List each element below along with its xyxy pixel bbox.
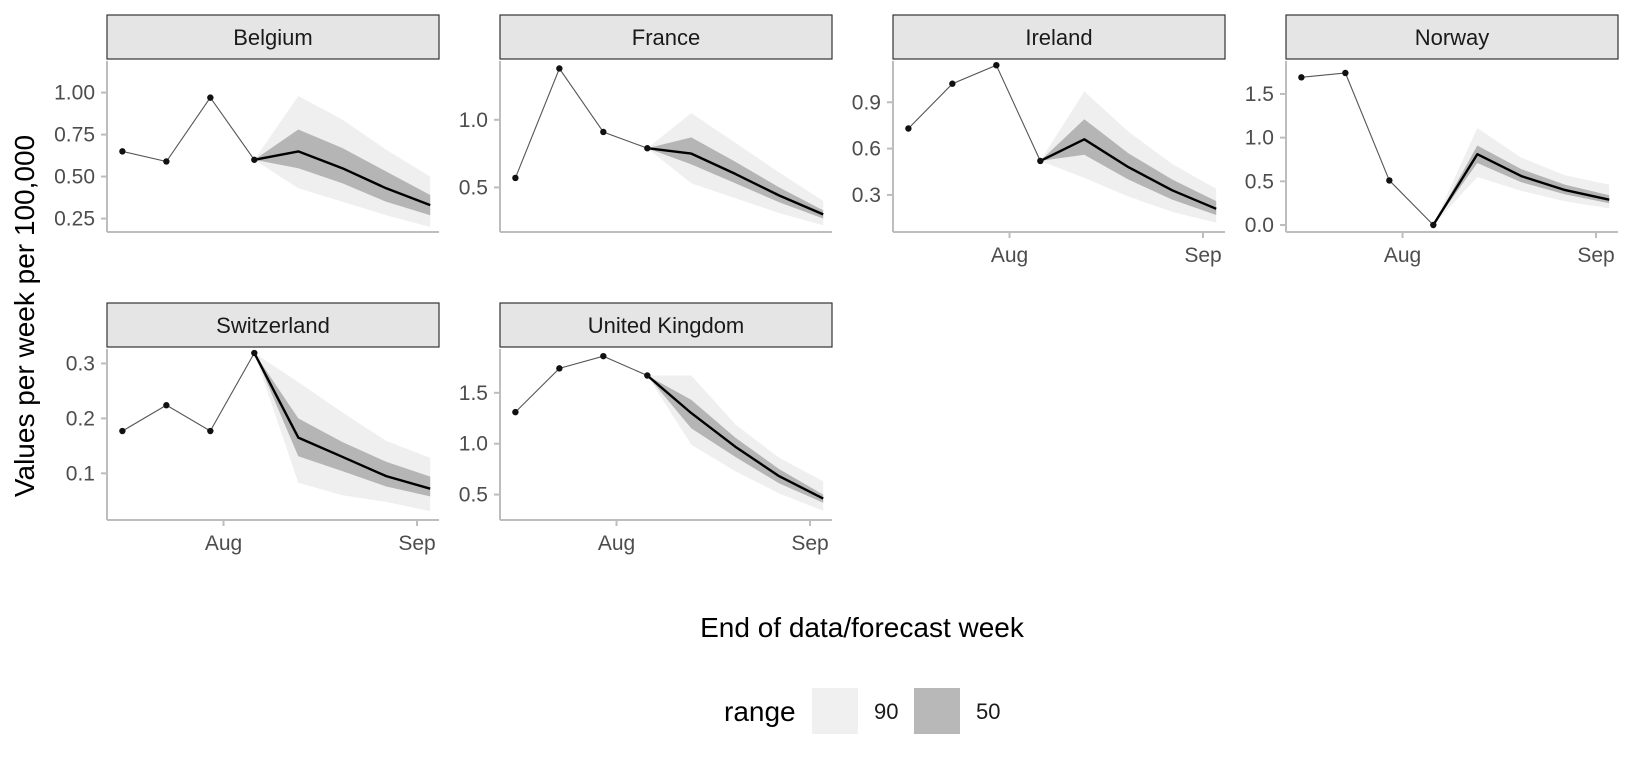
y-tick-label-united-kingdom: 0.5 (459, 484, 488, 507)
forecast-median-line-france (647, 147, 824, 216)
observed-point-ireland (993, 61, 1000, 69)
observed-point-belgium (163, 158, 170, 165)
observed-line-switzerland (122, 352, 255, 432)
observed-point-france (556, 65, 563, 72)
y-tick-label-norway: 0.5 (1245, 170, 1274, 193)
observed-line-ireland (908, 64, 1041, 162)
observed-line-france (514, 67, 648, 179)
y-tick-label-norway: 1.5 (1245, 83, 1274, 106)
forecast-median-line-united-kingdom (646, 374, 824, 500)
y-axis-title: Values per week per 100,000 (9, 135, 40, 497)
facet-panel-ireland: Ireland 0.3 0.6 0.9 Aug Sep (852, 14, 1226, 267)
y-tick-label-belgium: 0.25 (54, 208, 95, 231)
facet-panel-norway: Norway 0.0 0.5 1.0 1.5 Aug Sep (1245, 14, 1619, 267)
y-tick-label-switzerland: 0.2 (66, 407, 95, 430)
legend-label-90: 90 (874, 699, 898, 724)
observed-line-united-kingdom (515, 355, 648, 413)
facet-panel-united-kingdom: United Kingdom 0.5 1.0 1.5 Aug Sep (459, 302, 833, 555)
y-tick-label-united-kingdom: 1.5 (459, 382, 488, 405)
facet-strip-belgium (106, 14, 440, 60)
forecast-median-line-switzerland (253, 352, 431, 490)
y-tick-label-ireland: 0.3 (852, 184, 881, 207)
observed-point-switzerland (163, 402, 170, 409)
x-tick-label-united-kingdom: Sep (791, 532, 828, 555)
x-tick-label-norway: Sep (1577, 244, 1614, 267)
y-tick-label-united-kingdom: 1.0 (459, 433, 488, 456)
legend-key-50 (914, 688, 960, 734)
observed-point-norway (1386, 177, 1393, 184)
y-tick-label-belgium: 0.75 (54, 124, 95, 147)
observed-line-norway (1301, 72, 1434, 226)
facet-title-france: France (632, 25, 700, 50)
y-tick-label-switzerland: 0.1 (66, 462, 95, 485)
observed-point-united-kingdom (556, 365, 563, 372)
observed-point-belgium (207, 94, 214, 101)
observed-point-switzerland (207, 427, 214, 435)
observed-point-ireland (1037, 157, 1044, 165)
band-50-switzerland (254, 353, 431, 497)
observed-point-norway (1430, 221, 1437, 229)
y-tick-label-france: 0.5 (459, 176, 488, 199)
forecast-median-line-norway (1432, 153, 1610, 226)
facet-strip-switzerland (106, 302, 440, 348)
y-tick-label-norway: 0.0 (1245, 214, 1274, 237)
band-50-france (647, 137, 824, 219)
forecast-median-line-ireland (1039, 138, 1217, 210)
legend: range 90 50 (724, 688, 1000, 734)
x-tick-label-switzerland: Sep (398, 532, 435, 555)
observed-point-ireland (905, 125, 912, 132)
legend-title: range (724, 696, 796, 727)
facet-strip-ireland (892, 14, 1226, 60)
facet-title-ireland: Ireland (1025, 25, 1092, 50)
observed-point-france (600, 128, 607, 136)
observed-point-ireland (949, 80, 956, 87)
facet-panel-france: France 0.5 1.0 (459, 14, 833, 233)
y-tick-label-france: 1.0 (459, 109, 488, 132)
facet-panel-switzerland: Switzerland 0.1 0.2 0.3 Aug Sep (66, 302, 440, 555)
facet-strip-france (499, 14, 833, 60)
observed-point-switzerland (251, 349, 258, 357)
x-tick-label-switzerland: Aug (205, 532, 242, 555)
y-tick-label-belgium: 1.00 (54, 82, 95, 105)
observed-point-belgium (119, 148, 126, 155)
forecast-median-line-belgium (254, 150, 431, 207)
legend-label-50: 50 (976, 699, 1000, 724)
observed-point-france (512, 174, 519, 182)
facet-title-switzerland: Switzerland (216, 313, 330, 338)
observed-point-united-kingdom (512, 408, 519, 416)
y-tick-label-switzerland: 0.3 (66, 352, 95, 375)
y-tick-label-norway: 1.0 (1245, 127, 1274, 150)
x-axis-title: End of data/forecast week (700, 612, 1025, 643)
y-tick-label-belgium: 0.50 (54, 166, 95, 189)
observed-point-united-kingdom (600, 352, 607, 360)
observed-point-norway (1342, 69, 1349, 77)
facet-strip-norway (1285, 14, 1619, 60)
facet-strip-united-kingdom (499, 302, 833, 348)
observed-line-belgium (122, 96, 255, 163)
facet-title-norway: Norway (1415, 25, 1490, 50)
observed-point-switzerland (119, 427, 126, 435)
observed-point-france (644, 145, 651, 152)
facet-title-belgium: Belgium (233, 25, 312, 50)
legend-key-90 (812, 688, 858, 734)
observed-point-belgium (251, 156, 258, 163)
y-tick-label-ireland: 0.9 (852, 91, 881, 114)
observed-point-united-kingdom (644, 372, 651, 379)
y-tick-label-ireland: 0.6 (852, 138, 881, 161)
x-tick-label-united-kingdom: Aug (598, 532, 635, 555)
x-tick-label-ireland: Sep (1184, 244, 1221, 267)
facet-panel-belgium: Belgium 0.25 0.50 0.75 1.00 (54, 14, 440, 233)
band-50-united-kingdom (647, 375, 824, 503)
x-tick-label-norway: Aug (1384, 244, 1421, 267)
observed-point-norway (1298, 74, 1305, 81)
facet-title-united-kingdom: United Kingdom (588, 313, 745, 338)
x-tick-label-ireland: Aug (991, 244, 1028, 267)
